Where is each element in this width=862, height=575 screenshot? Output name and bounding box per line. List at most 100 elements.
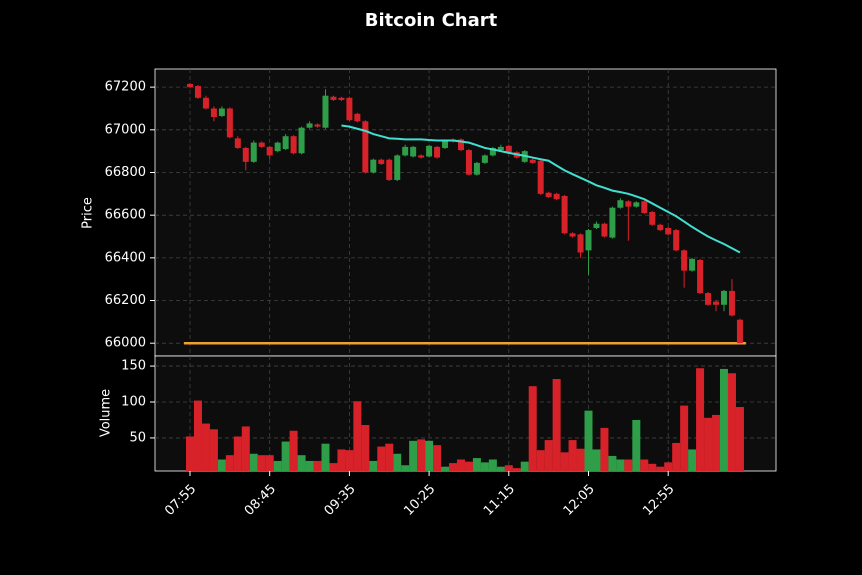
candle-body [402,146,409,156]
candle-body [577,234,584,253]
candle-body [617,200,624,208]
volume-bar [719,368,728,471]
volume-bar [241,426,250,471]
candle-body [226,108,233,138]
volume-bar [417,439,426,471]
volume-bar [313,460,322,471]
candle-body [370,159,377,173]
volume-bar [297,455,306,471]
volume-bar [504,465,513,471]
candle-body [465,150,472,175]
volume-tick-label: 100 [121,395,146,410]
volume-bar [433,445,442,471]
volume-bar [289,430,298,471]
candle-body [338,97,345,100]
candle-body [609,207,616,238]
volume-bar [592,449,601,471]
candle-body [386,159,393,180]
volume-bar [664,462,673,471]
candle-body [346,97,353,121]
volume-bar [225,455,234,471]
volume-bar [672,442,681,471]
candle-body [266,146,273,156]
candle-body [410,146,417,157]
candle-body [242,147,249,162]
candle-body [705,293,712,305]
candle-body [378,159,385,164]
volume-bar [640,459,649,471]
candle-body [457,139,464,151]
price-panel [154,68,777,357]
candle-body [649,211,656,225]
candle-body [553,193,560,200]
candle-body [274,142,281,152]
volume-bar [449,463,458,471]
y-tick-label: 66000 [105,336,146,351]
moving-average [341,124,741,254]
candle-body [434,146,441,158]
volume-bar [528,386,537,471]
candle-body [354,113,361,122]
volume-bar [201,423,210,471]
volume-bar [209,429,218,471]
volume-bar [600,427,609,471]
y-tick-label: 66600 [105,208,146,223]
candle-body [561,195,568,234]
candle-body [426,145,433,157]
candle-body [210,108,217,118]
y-axis-label: Price [81,197,96,229]
y-tick-label: 66200 [105,293,146,308]
volume-tick-label: 150 [121,359,146,374]
volume-bar [576,448,585,471]
volume-bar [544,440,553,471]
candle-body [497,146,504,151]
candle-body [713,301,720,305]
candle-body [505,145,512,153]
y-tick-label: 66800 [105,165,146,180]
candle-body [202,97,209,109]
volume-bar [249,453,258,471]
candle-body [657,224,664,231]
volume-bar [441,466,450,471]
candle-body [633,202,640,207]
volume-bar [536,450,545,471]
volume-bar [552,379,561,471]
candle-body [187,83,193,88]
candle-body [529,159,536,163]
y-tick-label: 67000 [105,122,146,137]
volume-bar [464,461,473,471]
volume-bar [632,419,641,471]
candle-body [689,258,696,271]
candle-body [585,230,592,251]
volume-bar [688,449,697,471]
volume-axis-label: Volume [99,389,114,437]
volume-bar [425,440,434,471]
candle-body [250,142,257,162]
candle-body [330,96,337,100]
volume-bar [496,466,505,471]
volume-bar [337,449,346,471]
volume-bar [385,443,394,471]
volume-bar [345,450,354,471]
volume-bar [704,417,713,471]
candle-body [681,250,688,271]
candle-body [473,162,480,175]
candle-body [593,223,600,228]
volume-bar [361,425,370,471]
candle-body [537,160,544,194]
chart-title: Bitcoin Chart [365,10,498,31]
candle-body [728,290,735,316]
candle-body [362,121,369,173]
volume-bar [696,368,705,471]
candle-body [394,155,401,180]
candle-body [665,227,672,235]
volume-bar [456,459,465,471]
volume-bar [560,452,569,471]
candle-body [298,127,305,154]
volume-bar [512,468,521,471]
volume-bar [186,436,194,471]
volume-bar [727,373,736,471]
volume-bar [377,446,386,471]
candle-body [306,123,313,128]
